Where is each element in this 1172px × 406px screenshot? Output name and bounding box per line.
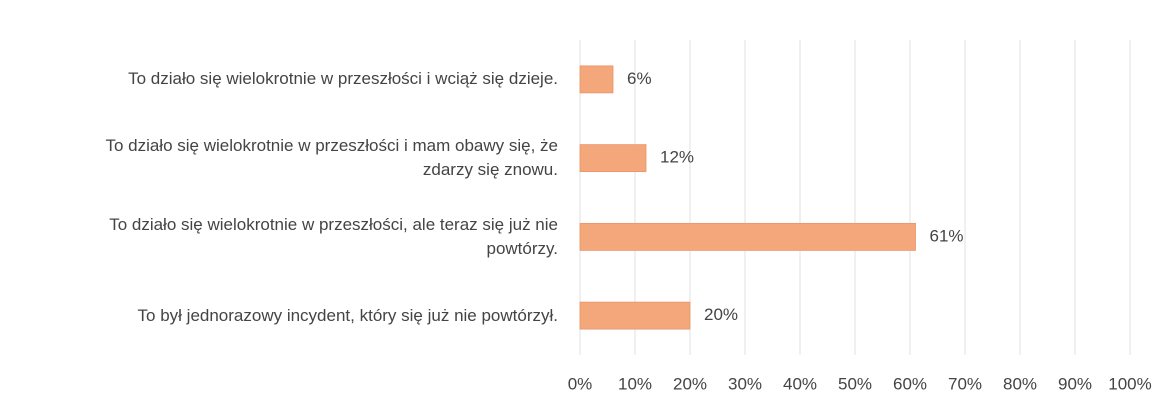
x-tick-label: 10% <box>618 374 652 393</box>
x-tick-label: 100% <box>1108 374 1151 393</box>
x-tick-label: 30% <box>728 374 762 393</box>
y-tick-label: To działo się wielokrotnie w przeszłości… <box>109 214 558 258</box>
x-tick-label: 50% <box>838 374 872 393</box>
y-tick-label: To działo się wielokrotnie w przeszłości… <box>128 69 558 89</box>
bar <box>579 301 691 330</box>
x-tick-label: 60% <box>893 374 927 393</box>
value-label: 12% <box>660 148 694 167</box>
bar <box>579 65 614 94</box>
bar <box>579 144 647 173</box>
x-tick-label: 0% <box>568 374 593 393</box>
bar <box>579 222 916 251</box>
x-tick-label: 70% <box>948 374 982 393</box>
x-tick-label: 20% <box>673 374 707 393</box>
x-tick-label: 40% <box>783 374 817 393</box>
value-label: 20% <box>704 305 738 324</box>
x-tick-label: 80% <box>1003 374 1037 393</box>
y-tick-label: To działo się wielokrotnie w przeszłości… <box>105 136 558 180</box>
x-tick-label: 90% <box>1058 374 1092 393</box>
value-label: 6% <box>627 69 652 88</box>
y-tick-label: To był jednorazowy incydent, który się j… <box>137 305 558 325</box>
value-label: 61% <box>930 226 964 245</box>
